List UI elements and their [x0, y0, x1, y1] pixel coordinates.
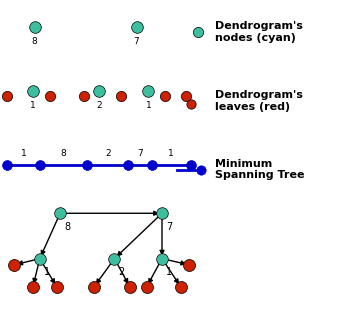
Point — [5, 162, 10, 167]
Text: 7: 7 — [137, 149, 143, 158]
Point — [127, 284, 132, 289]
Point — [144, 284, 149, 289]
Point — [198, 167, 204, 172]
Point — [149, 162, 154, 167]
Point — [32, 25, 38, 30]
Text: 1: 1 — [44, 267, 50, 277]
Point — [37, 256, 43, 261]
Point — [12, 262, 17, 267]
Point — [91, 284, 97, 289]
Text: 8: 8 — [64, 222, 70, 232]
Point — [119, 94, 124, 99]
Text: 2: 2 — [119, 267, 125, 277]
Text: Minimum
Spanning Tree: Minimum Spanning Tree — [214, 159, 304, 180]
Point — [163, 94, 168, 99]
Point — [37, 162, 43, 167]
Point — [187, 262, 192, 267]
Text: 1: 1 — [21, 149, 27, 158]
Text: Dendrogram's
leaves (red): Dendrogram's leaves (red) — [214, 90, 302, 111]
Point — [146, 89, 151, 94]
Text: 8: 8 — [32, 37, 38, 46]
Text: 1: 1 — [168, 149, 174, 158]
Point — [159, 211, 165, 216]
Point — [30, 284, 36, 289]
Text: 7: 7 — [166, 222, 172, 232]
Point — [112, 256, 117, 261]
Point — [159, 256, 165, 261]
Text: 1: 1 — [146, 101, 151, 110]
Point — [195, 30, 201, 35]
Text: 2: 2 — [97, 101, 102, 110]
Text: 2: 2 — [105, 149, 110, 158]
Text: 7: 7 — [134, 37, 139, 46]
Point — [5, 94, 10, 99]
Point — [81, 94, 87, 99]
Point — [30, 89, 36, 94]
Text: 1: 1 — [166, 267, 172, 277]
Text: 8: 8 — [61, 149, 66, 158]
Point — [57, 211, 63, 216]
Point — [188, 101, 194, 106]
Text: Dendrogram's
nodes (cyan): Dendrogram's nodes (cyan) — [214, 21, 302, 43]
Point — [54, 284, 59, 289]
Point — [134, 25, 139, 30]
Point — [183, 94, 189, 99]
Point — [178, 284, 183, 289]
Point — [85, 162, 90, 167]
Point — [125, 162, 131, 167]
Point — [47, 94, 53, 99]
Text: 1: 1 — [30, 101, 36, 110]
Point — [188, 162, 194, 167]
Point — [97, 89, 102, 94]
